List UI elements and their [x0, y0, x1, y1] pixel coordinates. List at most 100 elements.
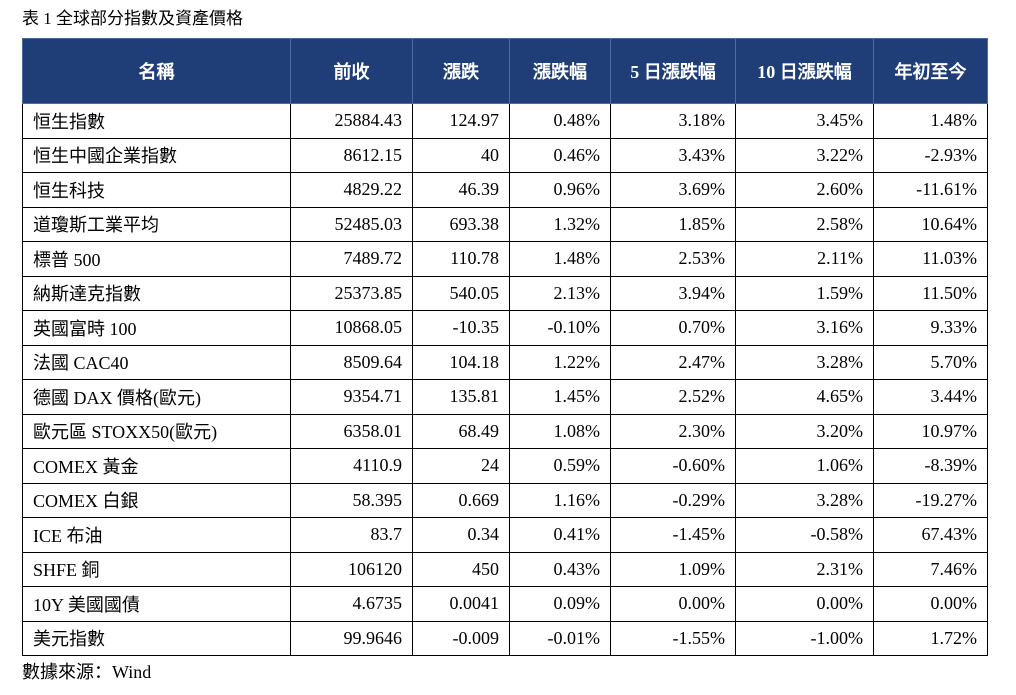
cell-ytd: 11.50% — [873, 275, 988, 311]
cell-5d-change: -0.60% — [610, 448, 736, 484]
header-row: 名稱 前收 漲跌 漲跌幅 5 日漲跌幅 10 日漲跌幅 年初至今 — [22, 38, 988, 104]
table-row: 10Y 美國國債 4.6735 0.0041 0.09% 0.00% 0.00% 0.00% — [22, 586, 988, 622]
cell-name: COMEX 黃金 — [22, 448, 291, 484]
cell-ytd: 10.64% — [873, 206, 988, 242]
header-prev-close: 前收 — [290, 38, 413, 104]
cell-name: 歐元區 STOXX50(歐元) — [22, 413, 291, 449]
cell-10d-change: 2.58% — [735, 206, 874, 242]
table-row: 恒生科技 4829.22 46.39 0.96% 3.69% 2.60% -11.61% — [22, 172, 988, 208]
cell-10d-change: -1.00% — [735, 620, 874, 656]
cell-change-pct: 1.16% — [509, 482, 611, 518]
cell-prev-close: 4829.22 — [290, 172, 413, 208]
cell-name: COMEX 白銀 — [22, 482, 291, 518]
asset-price-table: 名稱 前收 漲跌 漲跌幅 5 日漲跌幅 10 日漲跌幅 年初至今 恒生指數 258… — [22, 38, 988, 656]
cell-name: SHFE 銅 — [22, 551, 291, 587]
cell-prev-close: 25373.85 — [290, 275, 413, 311]
cell-5d-change: 2.30% — [610, 413, 736, 449]
cell-10d-change: 3.45% — [735, 103, 874, 139]
cell-change: 68.49 — [412, 413, 510, 449]
cell-change-pct: 0.41% — [509, 517, 611, 553]
cell-5d-change: 1.85% — [610, 206, 736, 242]
cell-change-pct: 2.13% — [509, 275, 611, 311]
table-caption: 表 1 全球部分指數及資產價格 — [22, 9, 243, 28]
cell-10d-change: 0.00% — [735, 586, 874, 622]
table-row: 法國 CAC40 8509.64 104.18 1.22% 2.47% 3.28% 5.70… — [22, 344, 988, 380]
cell-prev-close: 52485.03 — [290, 206, 413, 242]
header-10d-change: 10 日漲跌幅 — [735, 38, 874, 104]
cell-change-pct: 1.22% — [509, 344, 611, 380]
cell-5d-change: 0.00% — [610, 586, 736, 622]
table-row: 英國富時 100 10868.05 -10.35 -0.10% 0.70% 3.16% 9.… — [22, 310, 988, 346]
cell-5d-change: -1.55% — [610, 620, 736, 656]
cell-5d-change: 3.69% — [610, 172, 736, 208]
cell-change: 104.18 — [412, 344, 510, 380]
cell-10d-change: 2.11% — [735, 241, 874, 277]
cell-change-pct: -0.01% — [509, 620, 611, 656]
cell-prev-close: 8612.15 — [290, 137, 413, 173]
cell-name: 英國富時 100 — [22, 310, 291, 346]
cell-10d-change: 2.31% — [735, 551, 874, 587]
table-row: 納斯達克指數 25373.85 540.05 2.13% 3.94% 1.59% 11.50… — [22, 275, 988, 311]
cell-ytd: -8.39% — [873, 448, 988, 484]
cell-change: 24 — [412, 448, 510, 484]
cell-10d-change: 3.20% — [735, 413, 874, 449]
cell-change: -10.35 — [412, 310, 510, 346]
cell-10d-change: 4.65% — [735, 379, 874, 415]
cell-ytd: 1.48% — [873, 103, 988, 139]
table-row: 恒生中國企業指數 8612.15 40 0.46% 3.43% 3.22% -2.93% — [22, 137, 988, 173]
cell-name: 恒生中國企業指數 — [22, 137, 291, 173]
cell-5d-change: 3.18% — [610, 103, 736, 139]
cell-prev-close: 99.9646 — [290, 620, 413, 656]
cell-prev-close: 10868.05 — [290, 310, 413, 346]
cell-name: 美元指數 — [22, 620, 291, 656]
cell-change-pct: -0.10% — [509, 310, 611, 346]
cell-ytd: 1.72% — [873, 620, 988, 656]
cell-prev-close: 9354.71 — [290, 379, 413, 415]
cell-ytd: -19.27% — [873, 482, 988, 518]
cell-change: 40 — [412, 137, 510, 173]
table-row: COMEX 黃金 4110.9 24 0.59% -0.60% 1.06% -8.39% — [22, 448, 988, 484]
cell-change-pct: 0.46% — [509, 137, 611, 173]
cell-change: 0.0041 — [412, 586, 510, 622]
cell-prev-close: 25884.43 — [290, 103, 413, 139]
cell-change-pct: 0.59% — [509, 448, 611, 484]
table-row: 道瓊斯工業平均 52485.03 693.38 1.32% 1.85% 2.58% 10.6… — [22, 206, 988, 242]
cell-prev-close: 8509.64 — [290, 344, 413, 380]
cell-10d-change: 2.60% — [735, 172, 874, 208]
cell-ytd: 7.46% — [873, 551, 988, 587]
header-ytd: 年初至今 — [873, 38, 988, 104]
cell-10d-change: -0.58% — [735, 517, 874, 553]
cell-prev-close: 83.7 — [290, 517, 413, 553]
table-row: ICE 布油 83.7 0.34 0.41% -1.45% -0.58% 67.43% — [22, 517, 988, 553]
cell-5d-change: 3.94% — [610, 275, 736, 311]
cell-change-pct: 1.45% — [509, 379, 611, 415]
cell-5d-change: 1.09% — [610, 551, 736, 587]
header-change-pct: 漲跌幅 — [509, 38, 611, 104]
cell-5d-change: -1.45% — [610, 517, 736, 553]
cell-change-pct: 0.96% — [509, 172, 611, 208]
cell-name: 法國 CAC40 — [22, 344, 291, 380]
cell-10d-change: 3.28% — [735, 344, 874, 380]
cell-name: ICE 布油 — [22, 517, 291, 553]
cell-5d-change: 3.43% — [610, 137, 736, 173]
cell-10d-change: 1.59% — [735, 275, 874, 311]
cell-prev-close: 4110.9 — [290, 448, 413, 484]
table-row: SHFE 銅 106120 450 0.43% 1.09% 2.31% 7.46% — [22, 551, 988, 587]
cell-change: 693.38 — [412, 206, 510, 242]
cell-ytd: 0.00% — [873, 586, 988, 622]
cell-ytd: -11.61% — [873, 172, 988, 208]
cell-name: 標普 500 — [22, 241, 291, 277]
cell-5d-change: 2.47% — [610, 344, 736, 380]
cell-10d-change: 3.22% — [735, 137, 874, 173]
cell-ytd: 11.03% — [873, 241, 988, 277]
cell-5d-change: -0.29% — [610, 482, 736, 518]
cell-change-pct: 1.32% — [509, 206, 611, 242]
cell-change: 124.97 — [412, 103, 510, 139]
cell-ytd: 3.44% — [873, 379, 988, 415]
table-row: 恒生指數 25884.43 124.97 0.48% 3.18% 3.45% 1.48% — [22, 103, 988, 139]
cell-prev-close: 4.6735 — [290, 586, 413, 622]
cell-10d-change: 1.06% — [735, 448, 874, 484]
cell-change: 540.05 — [412, 275, 510, 311]
header-name: 名稱 — [22, 38, 291, 104]
cell-name: 道瓊斯工業平均 — [22, 206, 291, 242]
